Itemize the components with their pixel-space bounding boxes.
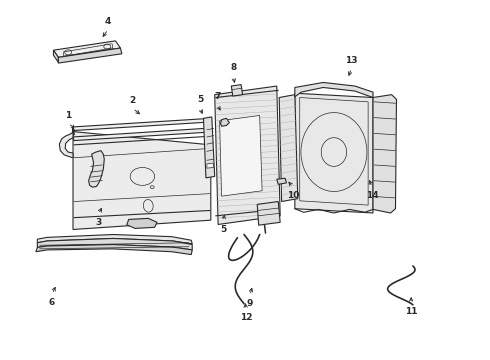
Text: 8: 8 <box>230 63 236 72</box>
Polygon shape <box>59 127 73 157</box>
Polygon shape <box>89 150 104 187</box>
Polygon shape <box>36 244 192 255</box>
Text: 12: 12 <box>240 314 252 323</box>
Text: 14: 14 <box>366 191 378 200</box>
Polygon shape <box>277 178 287 184</box>
Text: 4: 4 <box>105 17 111 26</box>
Polygon shape <box>73 132 211 229</box>
Text: 13: 13 <box>345 55 358 64</box>
Polygon shape <box>231 85 243 96</box>
Text: 1: 1 <box>65 111 71 120</box>
Polygon shape <box>73 128 212 140</box>
Text: 5: 5 <box>220 225 226 234</box>
Polygon shape <box>215 86 280 225</box>
Polygon shape <box>73 118 212 131</box>
Polygon shape <box>220 118 229 126</box>
Polygon shape <box>257 202 280 225</box>
Polygon shape <box>58 48 122 63</box>
Polygon shape <box>207 163 214 168</box>
Polygon shape <box>203 117 215 178</box>
Polygon shape <box>37 238 192 250</box>
Text: 11: 11 <box>405 307 417 316</box>
Polygon shape <box>279 95 298 202</box>
Text: 9: 9 <box>246 299 253 308</box>
Polygon shape <box>53 50 58 62</box>
Polygon shape <box>295 82 373 98</box>
Text: 6: 6 <box>49 298 55 307</box>
Polygon shape <box>295 93 373 213</box>
Polygon shape <box>53 41 121 57</box>
Polygon shape <box>220 116 262 196</box>
Polygon shape <box>373 95 396 213</box>
Text: 7: 7 <box>214 92 220 101</box>
Text: 5: 5 <box>197 95 203 104</box>
Text: 3: 3 <box>95 218 101 227</box>
Text: 2: 2 <box>129 96 136 105</box>
Polygon shape <box>73 127 74 135</box>
Text: 10: 10 <box>287 191 299 200</box>
Polygon shape <box>127 219 157 228</box>
Polygon shape <box>37 234 192 244</box>
